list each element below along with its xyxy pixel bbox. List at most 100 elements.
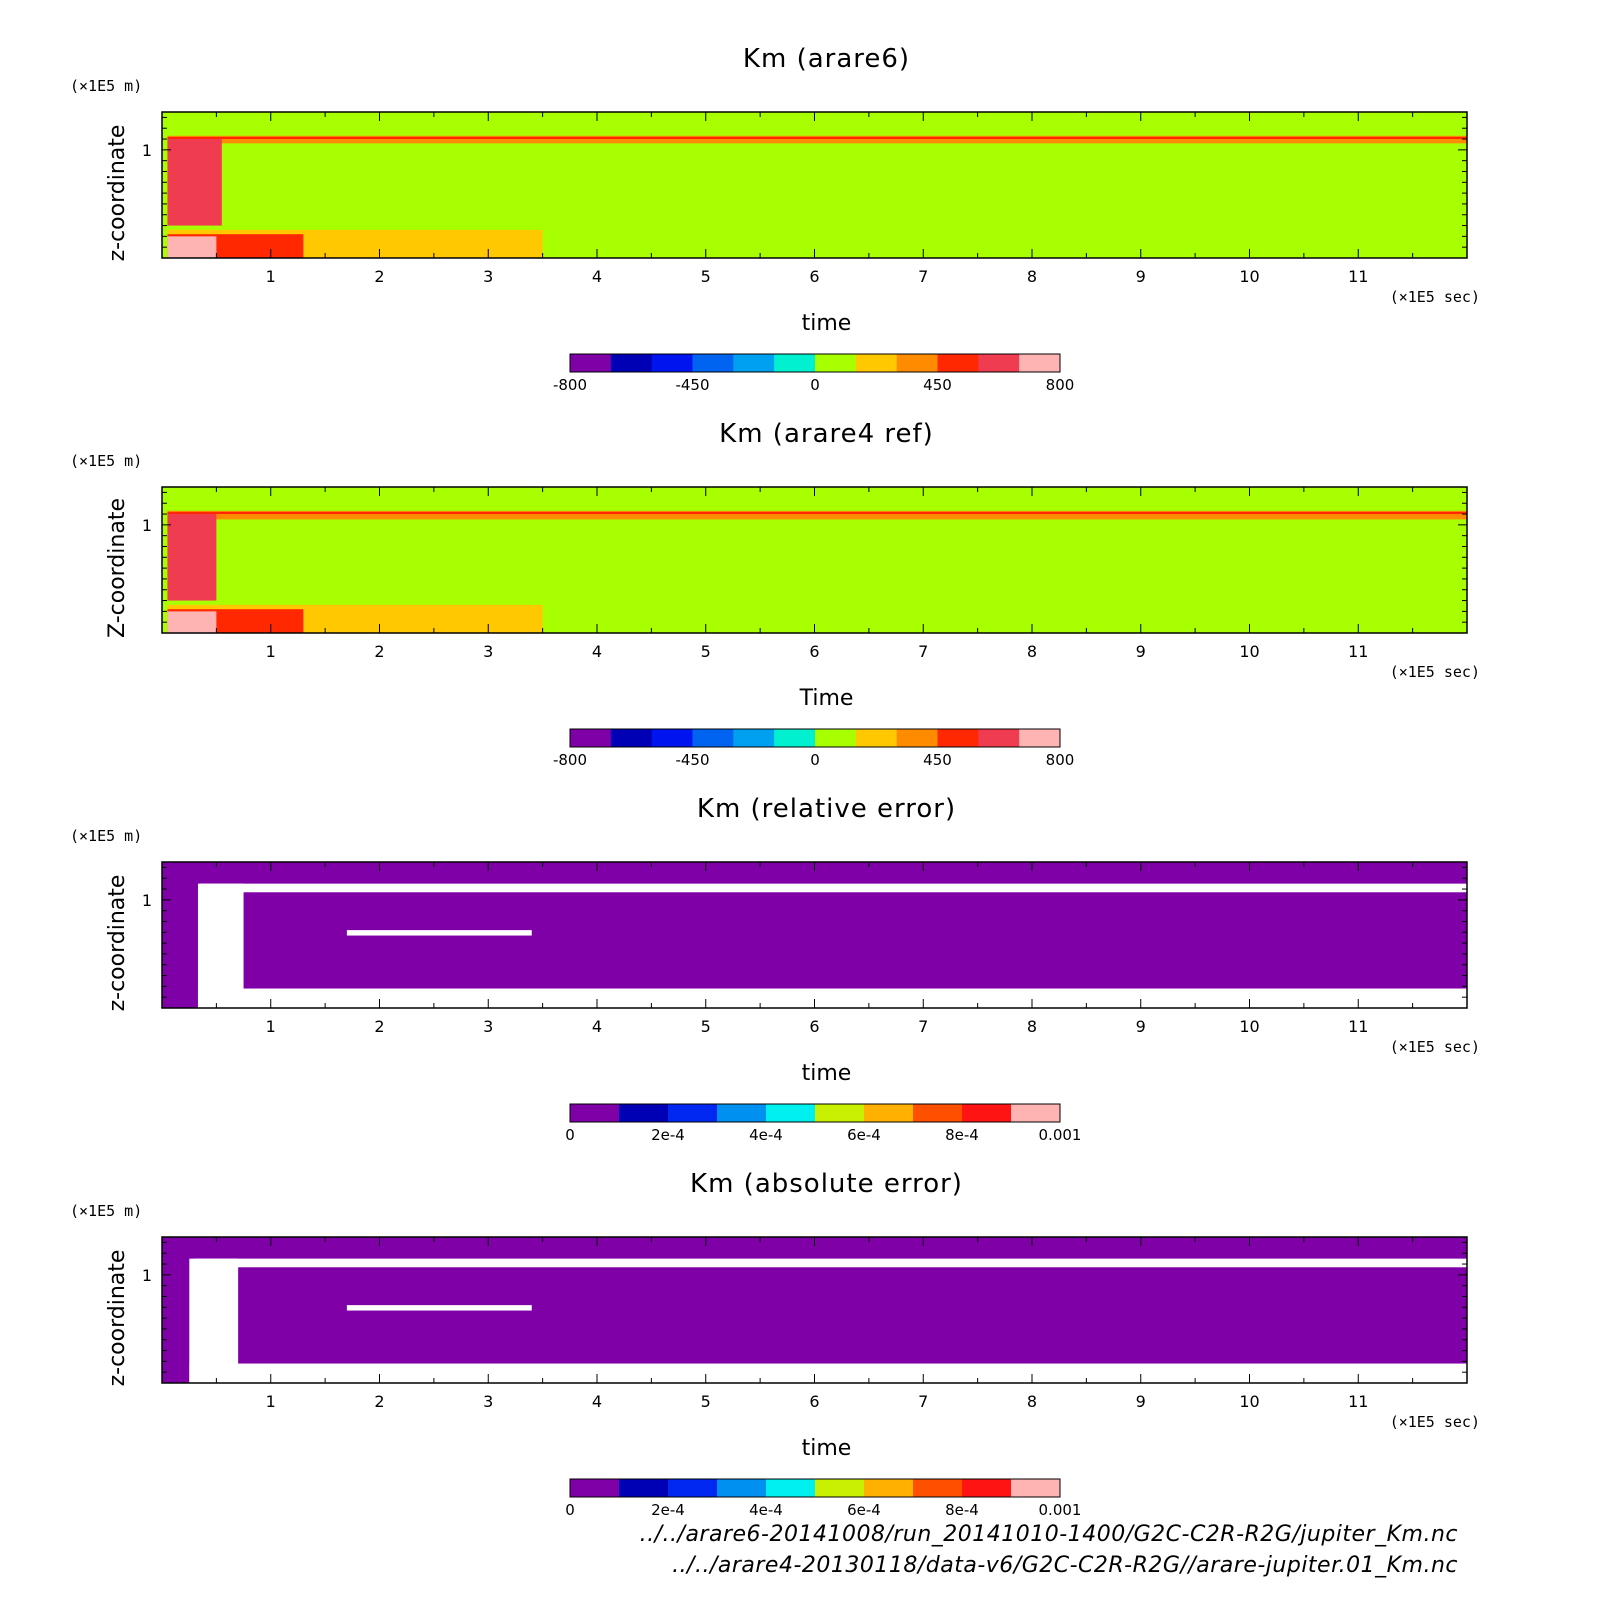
colorbar-swatch (913, 1104, 963, 1122)
colorbar-swatch (978, 354, 1020, 372)
x-axis-label: time (802, 311, 852, 336)
colorbar-tick-label: 8e-4 (945, 1501, 979, 1519)
heatmap-region (162, 1243, 190, 1383)
chart-panel: Km (arare6)(×1E5 m)1 2 3 4 5 6 7 8 9 10 111z-coord… (70, 44, 1480, 394)
colorbar-tick-label: 0 (565, 1501, 575, 1519)
colorbar-tick-label: 450 (923, 376, 952, 394)
x-tick-label: 6 (809, 1017, 819, 1036)
colorbar-swatch (610, 354, 653, 372)
colorbar-swatch (1011, 1104, 1061, 1122)
heatmap-region (167, 236, 217, 258)
colorbar-tick-label: 2e-4 (651, 1501, 685, 1519)
heatmap-region (346, 930, 532, 936)
x-tick-label: 2 (374, 267, 384, 286)
colorbar-swatch (978, 729, 1020, 747)
y-unit-label: (×1E5 m) (70, 452, 142, 470)
chart-title: Km (absolute error) (690, 1169, 963, 1199)
x-tick-label: 5 (701, 1392, 711, 1411)
colorbar-swatch (619, 1479, 669, 1497)
colorbar-swatch (619, 1104, 669, 1122)
colorbar-swatch (774, 729, 816, 747)
x-tick-label: 2 (374, 1017, 384, 1036)
x-unit-label: (×1E5 sec) (1390, 663, 1480, 681)
colorbar-tick-label: -450 (675, 751, 709, 769)
x-tick-label: 9 (1136, 642, 1146, 661)
y-axis-label: Z-coordinate (105, 498, 130, 638)
y-tick-label: 1 (142, 141, 152, 160)
x-tick-label: 7 (918, 642, 928, 661)
heatmap-region (167, 136, 1467, 140)
x-tick-label: 1 (266, 267, 276, 286)
colorbar-swatch (896, 354, 938, 372)
colorbar-tick-label: 800 (1046, 376, 1075, 394)
heatmap-region (200, 883, 1467, 893)
colorbar-swatch (717, 1104, 767, 1122)
x-tick-label: 9 (1136, 1017, 1146, 1036)
x-tick-label: 11 (1348, 642, 1368, 661)
x-tick-label: 4 (592, 267, 602, 286)
colorbar-swatch (733, 729, 775, 747)
x-tick-label: 7 (918, 1392, 928, 1411)
x-tick-label: 1 (266, 1017, 276, 1036)
chart-panel: Km (arare4 ref)(×1E5 m)1 2 3 4 5 6 7 8 9 10 111Z-c… (70, 419, 1480, 769)
colorbar-swatch (1019, 729, 1061, 747)
x-tick-label: 8 (1027, 642, 1037, 661)
chart-title: Km (arare4 ref) (719, 419, 934, 449)
heatmap-region (167, 510, 1467, 520)
heatmap (162, 487, 1467, 633)
x-tick-label: 9 (1136, 1392, 1146, 1411)
heatmap-region (167, 139, 222, 226)
x-tick-label: 4 (592, 642, 602, 661)
x-unit-label: (×1E5 sec) (1390, 1038, 1480, 1056)
colorbar: 0 2e-4 4e-4 6e-4 8e-4 0.001 (565, 1478, 1082, 1519)
colorbar-tick-label: 800 (1046, 751, 1075, 769)
x-unit-label: (×1E5 sec) (1390, 1413, 1480, 1431)
x-axis-label: time (802, 1061, 852, 1086)
footer-line-2: ../../arare4-20130118/data-v6/G2C-C2R-R2… (672, 1553, 1458, 1578)
colorbar-tick-label: 4e-4 (749, 1126, 783, 1144)
colorbar-swatch (570, 354, 612, 372)
heatmap-region (189, 1363, 1467, 1383)
x-tick-label: 4 (592, 1017, 602, 1036)
chart-title: Km (relative error) (697, 794, 956, 824)
colorbar-swatch (717, 1479, 767, 1497)
colorbar-swatch (651, 354, 693, 372)
x-tick-label: 7 (918, 1017, 928, 1036)
colorbar-swatch (1019, 354, 1061, 372)
colorbar-swatch (864, 1479, 914, 1497)
y-axis-label: z-coordinate (105, 875, 130, 1012)
colorbar-swatch (766, 1104, 816, 1122)
colorbar-swatch (815, 1104, 865, 1122)
x-tick-label: 5 (701, 267, 711, 286)
colorbar-swatch (962, 1479, 1012, 1497)
colorbar-swatch (855, 729, 898, 747)
heatmap-region (197, 988, 1467, 1008)
x-tick-label: 8 (1027, 267, 1037, 286)
chart-title: Km (arare6) (743, 44, 910, 74)
colorbar-tick-label: 0.001 (1039, 1501, 1082, 1519)
colorbar-tick-label: 450 (923, 751, 952, 769)
heatmap-region (167, 135, 1467, 144)
x-tick-label: 10 (1239, 267, 1259, 286)
colorbar-tick-label: 6e-4 (847, 1126, 881, 1144)
x-tick-label: 11 (1348, 1392, 1368, 1411)
colorbar-swatch (913, 1479, 963, 1497)
colorbar-swatch (855, 354, 898, 372)
colorbar-swatch (570, 1479, 620, 1497)
colorbar-swatch (815, 729, 857, 747)
x-tick-label: 11 (1348, 267, 1368, 286)
colorbar: -800 -450 0 450 800 (553, 353, 1075, 394)
colorbar-tick-label: 0 (810, 751, 820, 769)
x-tick-label: 3 (483, 1392, 493, 1411)
colorbar-swatch (570, 729, 612, 747)
heatmap (162, 862, 1467, 1008)
colorbar-frame (569, 1103, 1061, 1123)
colorbar-tick-label: 8e-4 (945, 1126, 979, 1144)
heatmap-region (167, 514, 217, 601)
y-tick-label: 1 (142, 891, 152, 910)
colorbar-swatch (570, 1104, 620, 1122)
x-tick-label: 1 (266, 642, 276, 661)
x-tick-label: 3 (483, 642, 493, 661)
heatmap (162, 112, 1467, 258)
